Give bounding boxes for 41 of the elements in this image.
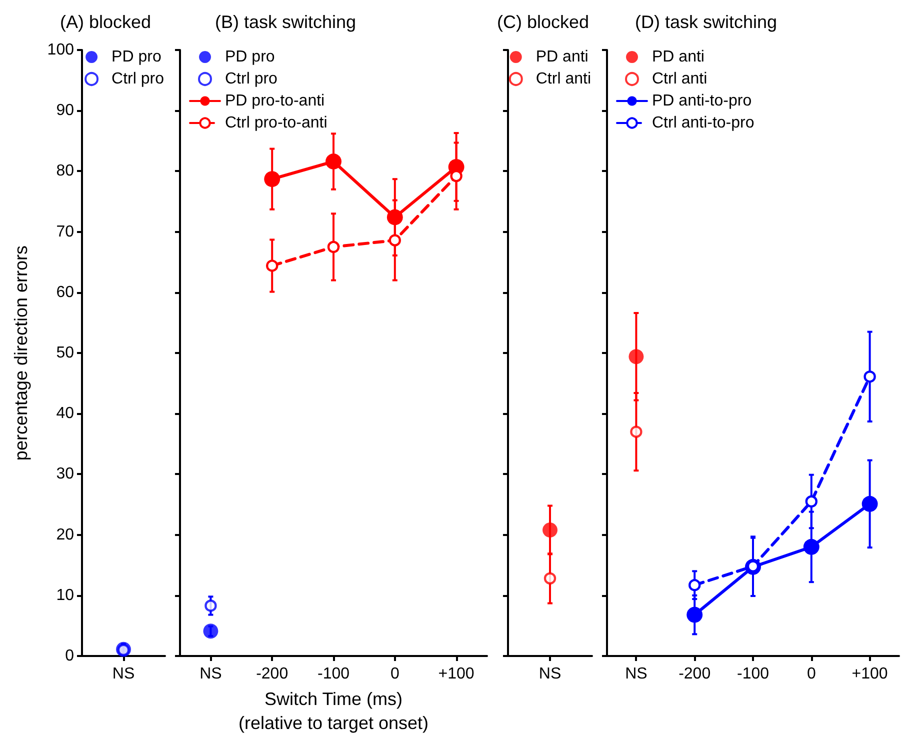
- x-tick-label: +100: [438, 666, 474, 682]
- legend-label: PD pro: [112, 48, 162, 66]
- x-tick-label: -100: [317, 666, 350, 682]
- x-tick-label: 0: [806, 666, 816, 682]
- legend-label: PD anti: [536, 48, 588, 66]
- legend-label: PD anti-to-pro: [652, 92, 752, 110]
- chart-title: (A) blocked: [60, 12, 152, 32]
- legend-label: Ctrl pro-to-anti: [225, 114, 328, 132]
- x-tick-label: NS: [538, 666, 562, 682]
- y-axis-title: percentage direction errors: [11, 245, 31, 461]
- legend-label: Ctrl anti-to-pro: [652, 114, 754, 132]
- legend-label: Ctrl pro: [225, 70, 278, 88]
- x-tick-label: -200: [678, 666, 711, 682]
- x-tick-label: +100: [852, 666, 888, 682]
- chart-title: (C) blocked: [497, 12, 590, 32]
- y-tick-label: 0: [65, 648, 74, 664]
- y-tick-label: 30: [56, 466, 74, 483]
- y-tick-label: 20: [56, 526, 74, 544]
- y-tick-label: 70: [56, 223, 74, 240]
- x-axis-title: Switch Time (ms) (relative to target onset): [238, 688, 429, 733]
- legend-label: Ctrl anti: [652, 70, 708, 88]
- x-tick-label: 0: [390, 666, 400, 682]
- y-tick-label: 40: [56, 405, 74, 422]
- y-tick-label: 100: [47, 42, 74, 58]
- legend-label: PD anti: [652, 48, 704, 66]
- legend-label: Ctrl anti: [536, 70, 591, 88]
- legend-label: PD pro: [225, 48, 275, 66]
- y-tick-label: 80: [56, 162, 74, 180]
- x-tick-label: NS: [112, 666, 135, 682]
- x-tick-label: NS: [200, 666, 222, 682]
- chart-title: (B) task switching: [215, 12, 356, 32]
- y-tick-label: 50: [56, 344, 74, 362]
- chart-title: (D) task switching: [635, 12, 778, 32]
- legend-label: Ctrl pro: [112, 70, 164, 88]
- y-tick-label: 10: [56, 586, 74, 604]
- x-tick-label: -200: [256, 666, 288, 682]
- y-tick-label: 90: [56, 102, 74, 120]
- y-tick-label: 60: [56, 284, 74, 301]
- x-tick-label: NS: [625, 666, 648, 682]
- legend-label: PD pro-to-anti: [225, 92, 325, 110]
- x-tick-label: -100: [736, 666, 770, 682]
